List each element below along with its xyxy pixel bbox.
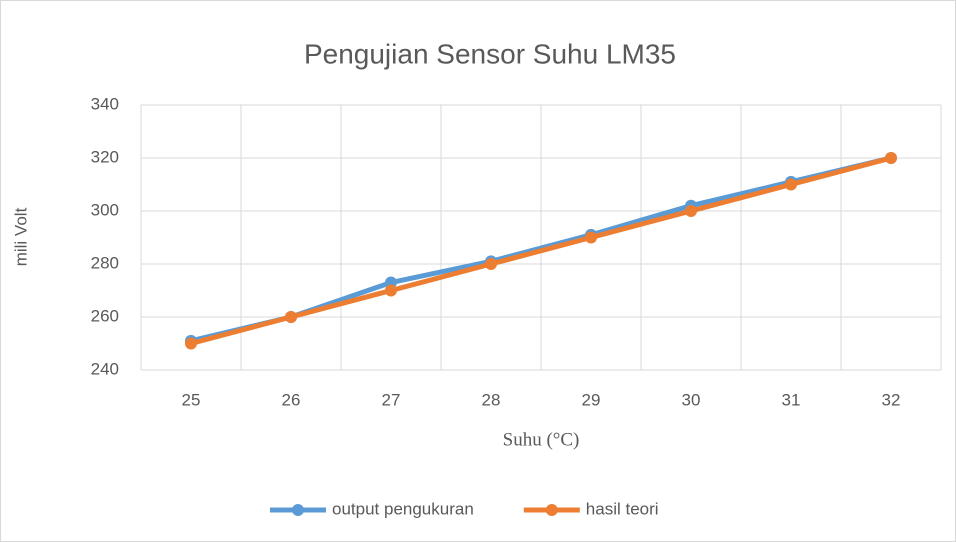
y-tick-label: 280 — [91, 253, 119, 272]
chart-title: Pengujian Sensor Suhu LM35 — [304, 38, 676, 69]
y-tick-label: 340 — [91, 94, 119, 113]
x-tick-label: 28 — [482, 390, 501, 409]
y-axis-label: mili Volt — [11, 207, 30, 266]
x-tick-label: 27 — [382, 390, 401, 409]
y-tick-label: 300 — [91, 200, 119, 219]
x-tick-label: 29 — [582, 390, 601, 409]
x-tick-label: 31 — [782, 390, 801, 409]
y-tick-label: 260 — [91, 306, 119, 325]
x-tick-label: 30 — [682, 390, 701, 409]
y-tick-label: 240 — [91, 359, 119, 378]
x-tick-label: 25 — [182, 390, 201, 409]
x-axis-label: Suhu (°C) — [503, 429, 580, 450]
data-point — [885, 152, 897, 164]
data-point — [185, 337, 197, 350]
data-point — [785, 178, 797, 191]
data-point — [685, 205, 697, 217]
x-tick-label: 26 — [282, 390, 301, 409]
legend-label: hasil teori — [586, 499, 659, 518]
series-line — [190, 155, 892, 346]
legend-marker — [545, 504, 558, 516]
data-point — [285, 311, 297, 323]
x-tick-label: 32 — [882, 390, 901, 409]
legend-marker — [292, 504, 304, 516]
data-point — [585, 231, 597, 244]
legend-label: output pengukuran — [332, 499, 474, 518]
data-point — [485, 258, 497, 270]
data-point — [385, 284, 397, 297]
y-tick-label: 320 — [91, 147, 119, 166]
